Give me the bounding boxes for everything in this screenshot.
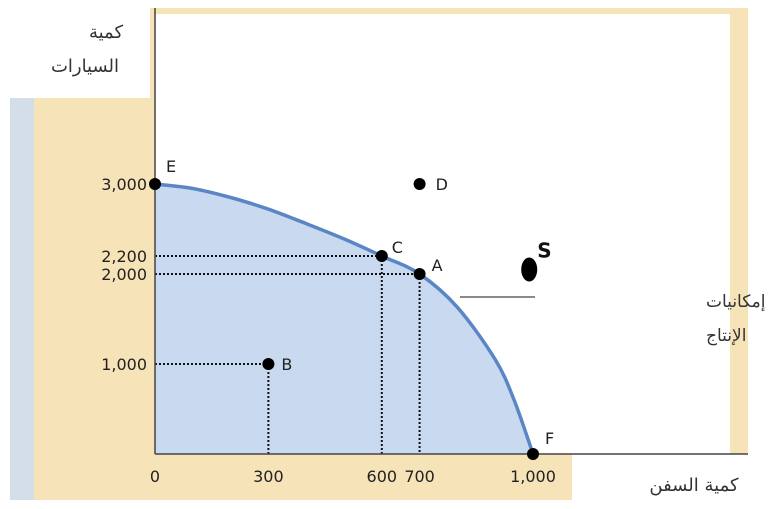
y-tick-label: 1,000 [101, 355, 147, 374]
point-label-S: S [537, 239, 551, 263]
x-tick-label: 600 [367, 467, 398, 486]
point-label-A: A [432, 256, 443, 275]
x-tick-label: 300 [253, 467, 284, 486]
point-label-C: C [392, 238, 403, 257]
point-E [149, 178, 161, 190]
x-tick-label: 700 [404, 467, 435, 486]
y-tick-label: 2,200 [101, 247, 147, 266]
y-axis-title-line-2: السيارات [51, 56, 119, 77]
production-possibilities-curve [154, 182, 535, 455]
y-tick-label: 3,000 [101, 175, 147, 194]
y-tick-label: 2,000 [101, 265, 147, 284]
point-label-E: E [166, 157, 176, 176]
point-D [413, 178, 426, 190]
feasible-region [155, 184, 533, 454]
x-tick-label: 1,000 [510, 467, 556, 486]
x-tick-labels: 0 300 600 700 1,000 [150, 467, 556, 486]
y-axis-title-line-1: كمية [89, 22, 123, 43]
point-label-D: D [436, 175, 448, 194]
data-points: E C A B D F S [149, 157, 554, 460]
point-label-B: B [281, 355, 292, 374]
curve-label-line-2: الإنتاج [706, 326, 746, 346]
point-C [375, 250, 388, 262]
background-panel-left [34, 98, 154, 500]
background-panel-bottom [34, 454, 572, 500]
dotted-guides [155, 255, 421, 454]
point-label-F: F [545, 429, 554, 448]
point-A [413, 268, 426, 280]
point-S [521, 257, 538, 282]
point-F [527, 448, 539, 460]
x-axis-title: كمية السفن [649, 475, 739, 496]
x-tick-label: 0 [150, 467, 160, 486]
curve-label-line-1: منحنى إمكانيات [706, 292, 771, 312]
point-B [262, 358, 275, 370]
